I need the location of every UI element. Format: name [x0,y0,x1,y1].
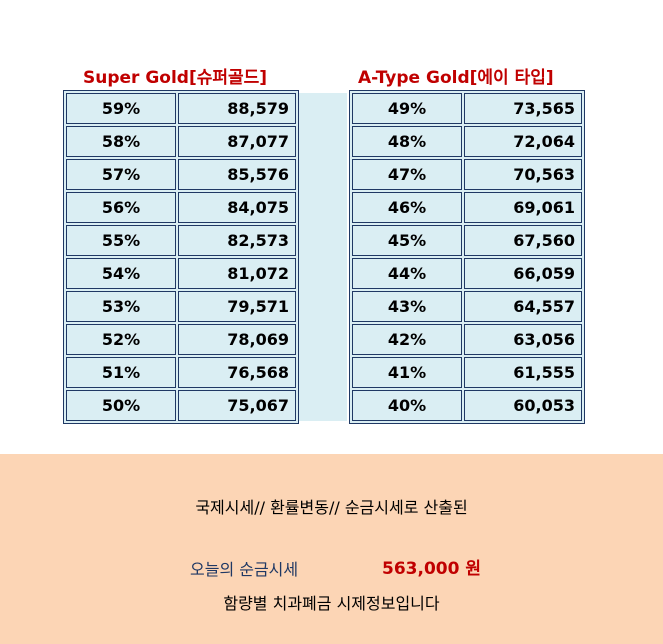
purity-percent-cell: 56% [66,192,176,223]
purity-percent-cell: 52% [66,324,176,355]
table-row: 56% 84,075 [66,192,296,223]
purity-percent-cell: 45% [352,225,462,256]
purity-percent-cell: 53% [66,291,176,322]
price-cell: 69,061 [464,192,582,223]
purity-percent-cell: 51% [66,357,176,388]
table-row: 43% 64,557 [352,291,582,322]
table-row: 55% 82,573 [66,225,296,256]
price-cell: 73,565 [464,93,582,124]
table-row: 46% 69,061 [352,192,582,223]
super-gold-header: Super Gold[슈퍼골드] [83,68,268,88]
table-row: 59% 88,579 [66,93,296,124]
price-cell: 78,069 [178,324,296,355]
price-cell: 67,560 [464,225,582,256]
price-cell: 87,077 [178,126,296,157]
table-row: 41% 61,555 [352,357,582,388]
purity-percent-cell: 49% [352,93,462,124]
purity-percent-cell: 46% [352,192,462,223]
price-cell: 79,571 [178,291,296,322]
price-cell: 85,576 [178,159,296,190]
table-row: 40% 60,053 [352,390,582,421]
purity-percent-cell: 59% [66,93,176,124]
purity-percent-cell: 50% [66,390,176,421]
purity-percent-cell: 57% [66,159,176,190]
price-cell: 61,555 [464,357,582,388]
purity-percent-cell: 48% [352,126,462,157]
table-row: 58% 87,077 [66,126,296,157]
purity-percent-cell: 42% [352,324,462,355]
table-row: 50% 75,067 [66,390,296,421]
table-row: 42% 63,056 [352,324,582,355]
purity-percent-cell: 47% [352,159,462,190]
table-row: 57% 85,576 [66,159,296,190]
price-cell: 75,067 [178,390,296,421]
price-cell: 72,064 [464,126,582,157]
price-cell: 82,573 [178,225,296,256]
price-cell: 88,579 [178,93,296,124]
table-gap-band [293,93,347,421]
purity-percent-cell: 43% [352,291,462,322]
price-cell: 70,563 [464,159,582,190]
table-row: 51% 76,568 [66,357,296,388]
table-row: 45% 67,560 [352,225,582,256]
table-row: 53% 79,571 [66,291,296,322]
price-cell: 76,568 [178,357,296,388]
price-cell: 66,059 [464,258,582,289]
purity-percent-cell: 44% [352,258,462,289]
today-price-value: 563,000 원 [382,559,481,579]
table-row: 49% 73,565 [352,93,582,124]
today-price-label: 오늘의 순금시세 [190,560,299,579]
purity-percent-cell: 40% [352,390,462,421]
table-row: 52% 78,069 [66,324,296,355]
table-row: 44% 66,059 [352,258,582,289]
footer-note: 함량별 치과폐금 시제정보입니다 [223,594,440,613]
super-gold-table: 59% 88,579 58% 87,077 57% 85,576 56% 84,075 55% 8… [63,90,299,424]
footer-description: 국제시세// 환률변동// 순금시세로 산출된 [195,498,468,517]
table-row: 54% 81,072 [66,258,296,289]
a-type-gold-header: A-Type Gold[에이 타입] [358,68,554,88]
purity-percent-cell: 54% [66,258,176,289]
price-cell: 60,053 [464,390,582,421]
table-row: 47% 70,563 [352,159,582,190]
price-cell: 81,072 [178,258,296,289]
footer-panel [0,454,663,644]
price-cell: 84,075 [178,192,296,223]
purity-percent-cell: 55% [66,225,176,256]
price-cell: 64,557 [464,291,582,322]
price-cell: 63,056 [464,324,582,355]
purity-percent-cell: 58% [66,126,176,157]
a-type-gold-table: 49% 73,565 48% 72,064 47% 70,563 46% 69,061 45% 6… [349,90,585,424]
purity-percent-cell: 41% [352,357,462,388]
table-row: 48% 72,064 [352,126,582,157]
